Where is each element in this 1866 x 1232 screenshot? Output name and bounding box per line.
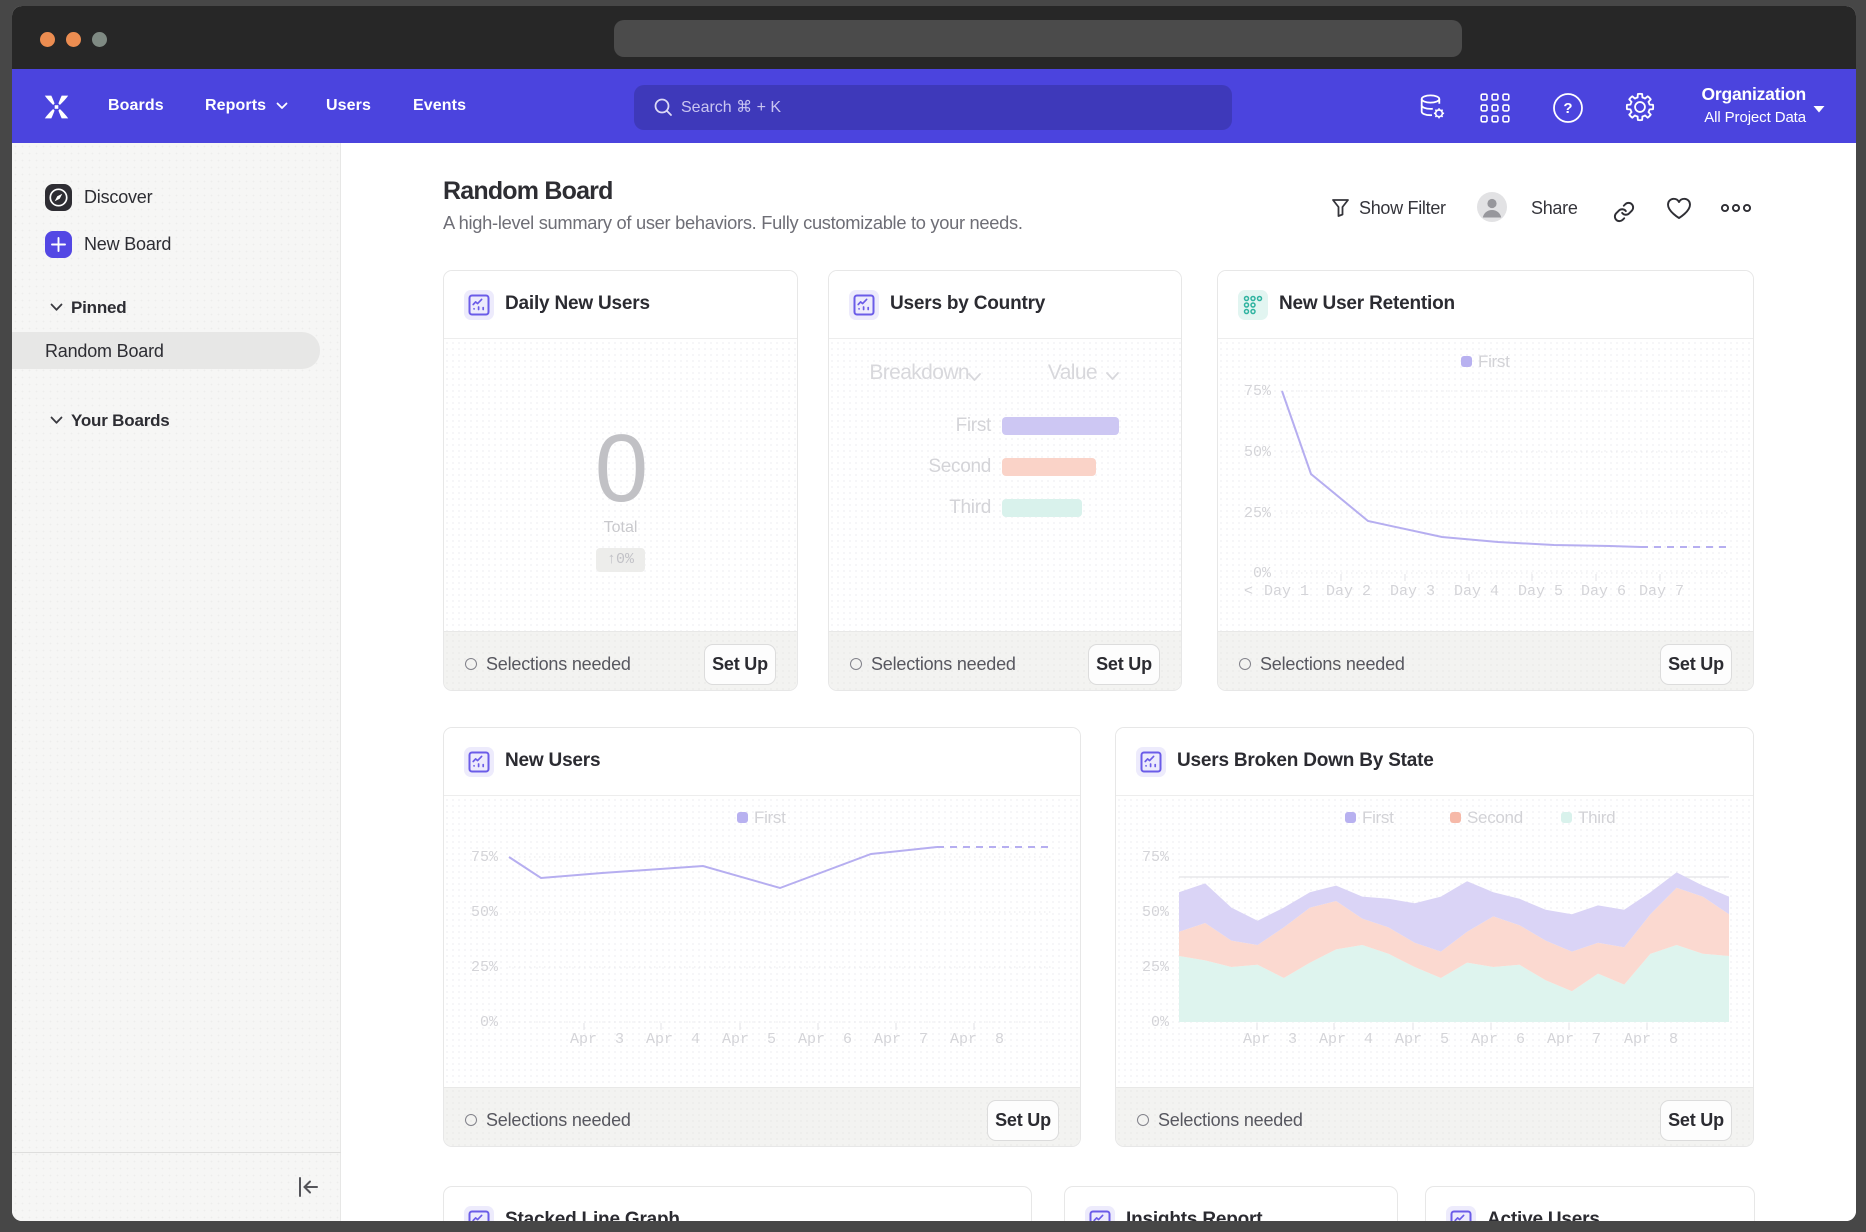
svg-text:?: ? (1563, 100, 1572, 117)
